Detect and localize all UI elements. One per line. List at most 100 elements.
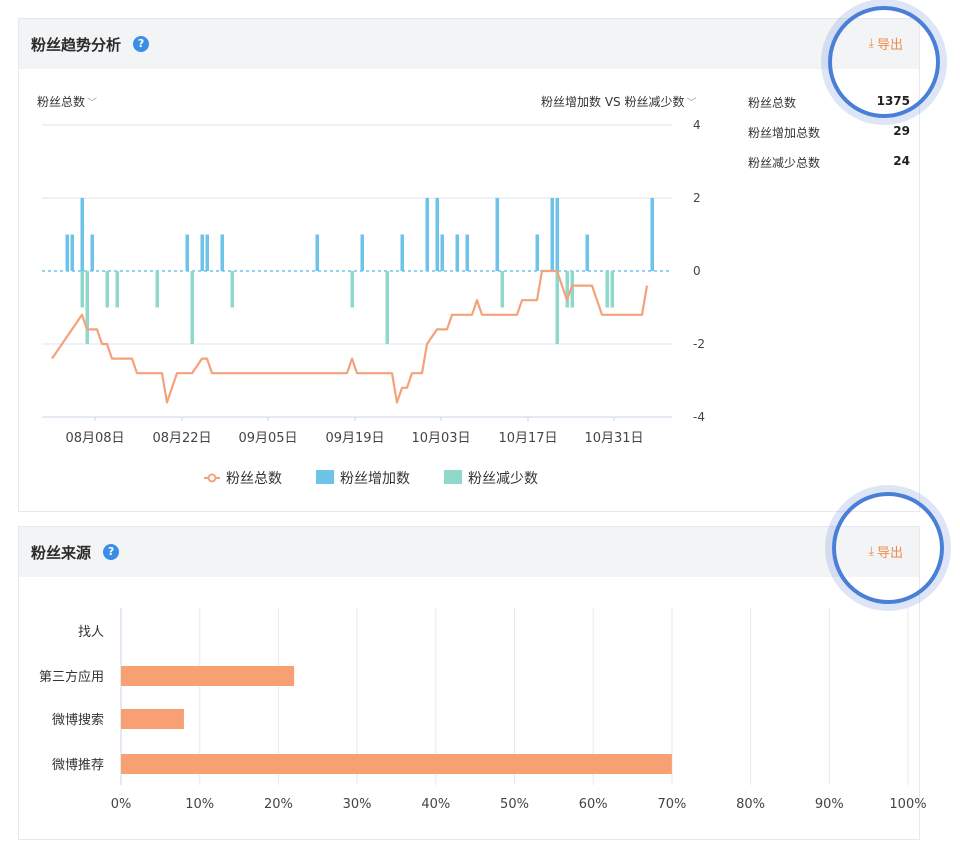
decrease-bar [190, 271, 194, 344]
legend-increase-marker [316, 470, 334, 484]
increase-bar [440, 234, 444, 271]
decrease-bar [85, 271, 89, 344]
stat-label: 粉丝增加总数 [748, 126, 821, 140]
increase-bar [455, 234, 459, 271]
x-tick-label: 08月22日 [152, 431, 211, 446]
stats-summary: 粉丝总数 1375 粉丝增加总数 29 粉丝减少总数 24 [748, 94, 910, 184]
decrease-bar [115, 271, 119, 308]
source-panel-title: 粉丝来源 [31, 543, 92, 562]
source-bar [121, 754, 672, 774]
decrease-bar [80, 271, 84, 308]
y-tick-label: 0 [693, 264, 701, 278]
trend-chart: 4 2 0 -2 -4 08月08日 08月22日 09月05日 09月19日 10月03日 10月… [42, 118, 705, 487]
total-fans-dropdown-label: 粉丝总数 [37, 95, 86, 109]
x-tick-label: 09月19日 [325, 431, 384, 446]
x-tick-label: 50% [500, 797, 529, 812]
chevron-down-icon: ﹀ [686, 98, 697, 109]
category-label: 微博搜索 [52, 713, 104, 728]
chevron-down-icon: ﹀ [87, 98, 98, 109]
category-label: 找人 [78, 625, 104, 640]
increase-bar [400, 234, 404, 271]
x-tick-label: 08月08日 [65, 431, 124, 446]
stat-label: 粉丝减少总数 [748, 156, 821, 170]
x-tick-label: 0% [111, 797, 132, 812]
x-tick-label: 10% [185, 797, 214, 812]
category-label: 微博推荐 [52, 758, 104, 773]
increase-bar [65, 234, 69, 271]
source-bar [121, 666, 295, 686]
x-tick-label: 70% [657, 797, 686, 812]
compare-dropdown[interactable]: 粉丝增加数 VS 粉丝减少数 ﹀ [541, 93, 696, 110]
trend-panel-header: 粉丝趋势分析 ? ⤓ 导出 [19, 19, 919, 69]
y-tick-label: -2 [693, 337, 705, 351]
decrease-bar [500, 271, 504, 308]
decrease-bar [105, 271, 109, 308]
x-tick-label: 10月17日 [498, 431, 557, 446]
trend-panel: 粉丝趋势分析 ? ⤓ 导出 粉丝总数 ﹀ 粉丝增加数 VS 粉丝减少数 ﹀ [18, 18, 920, 512]
x-tick-label: 60% [579, 797, 608, 812]
x-tick-label: 90% [815, 797, 844, 812]
trend-export-button[interactable]: ⤓ 导出 [869, 34, 903, 53]
compare-dropdown-label: 粉丝增加数 VS 粉丝减少数 [541, 95, 685, 109]
x-tick-label: 20% [264, 797, 293, 812]
stat-row-increase: 粉丝增加总数 29 [748, 124, 910, 154]
help-icon[interactable]: ? [103, 544, 120, 560]
source-panel-header: 粉丝来源 ? ⤓ 导出 [19, 527, 919, 577]
decrease-bar [155, 271, 159, 308]
decrease-bar [230, 271, 234, 308]
increase-bar [535, 234, 539, 271]
help-icon[interactable]: ? [133, 36, 150, 52]
increase-bar [585, 234, 589, 271]
x-tick-label: 30% [343, 797, 372, 812]
increase-bar [360, 234, 364, 271]
legend-label: 粉丝减少数 [468, 471, 538, 487]
legend-label: 粉丝总数 [226, 471, 282, 487]
x-tick-label: 09月05日 [238, 431, 297, 446]
download-icon: ⤓ [868, 544, 874, 558]
stat-row-decrease: 粉丝减少总数 24 [748, 154, 910, 184]
x-tick-label: 10月31日 [584, 431, 643, 446]
legend-decrease-marker [444, 470, 462, 484]
decrease-bar [610, 271, 614, 308]
decrease-bar [350, 271, 354, 308]
increase-bar [555, 198, 559, 271]
increase-bar [70, 234, 74, 271]
total-fans-dropdown[interactable]: 粉丝总数 ﹀ [37, 93, 97, 110]
source-export-label: 导出 [876, 546, 903, 561]
y-tick-label: -4 [693, 410, 705, 424]
y-tick-label: 4 [693, 118, 701, 132]
x-tick-label: 40% [421, 797, 450, 812]
stat-row-total: 粉丝总数 1375 [748, 94, 910, 124]
x-tick-label: 80% [736, 797, 765, 812]
stat-label: 粉丝总数 [748, 96, 797, 110]
increase-bar [200, 234, 204, 271]
decrease-bar [385, 271, 389, 344]
stat-value: 1375 [876, 94, 910, 108]
increase-bar [550, 198, 554, 271]
increase-bar [80, 198, 84, 271]
decrease-bar [555, 271, 559, 344]
increase-bar [315, 234, 319, 271]
source-export-button[interactable]: ⤓ 导出 [869, 542, 903, 561]
increase-bar [465, 234, 469, 271]
y-tick-label: 2 [693, 191, 701, 205]
increase-bar [90, 234, 94, 271]
x-tick-label: 100% [889, 797, 926, 812]
increase-bar [495, 198, 499, 271]
total-fans-line [51, 269, 649, 404]
increase-bar [220, 234, 224, 271]
trend-export-label: 导出 [876, 38, 903, 53]
decrease-bar [565, 271, 569, 308]
decrease-bar [605, 271, 609, 308]
x-tick-label: 10月03日 [411, 431, 470, 446]
increase-bar [185, 234, 189, 271]
stat-value: 24 [893, 154, 910, 168]
legend-line-dot [207, 473, 217, 483]
legend-label: 粉丝增加数 [340, 471, 410, 487]
increase-bar [650, 198, 654, 271]
stat-value: 29 [893, 124, 910, 138]
increase-bar [205, 234, 209, 271]
source-bar [121, 709, 184, 729]
increase-bar [425, 198, 429, 271]
